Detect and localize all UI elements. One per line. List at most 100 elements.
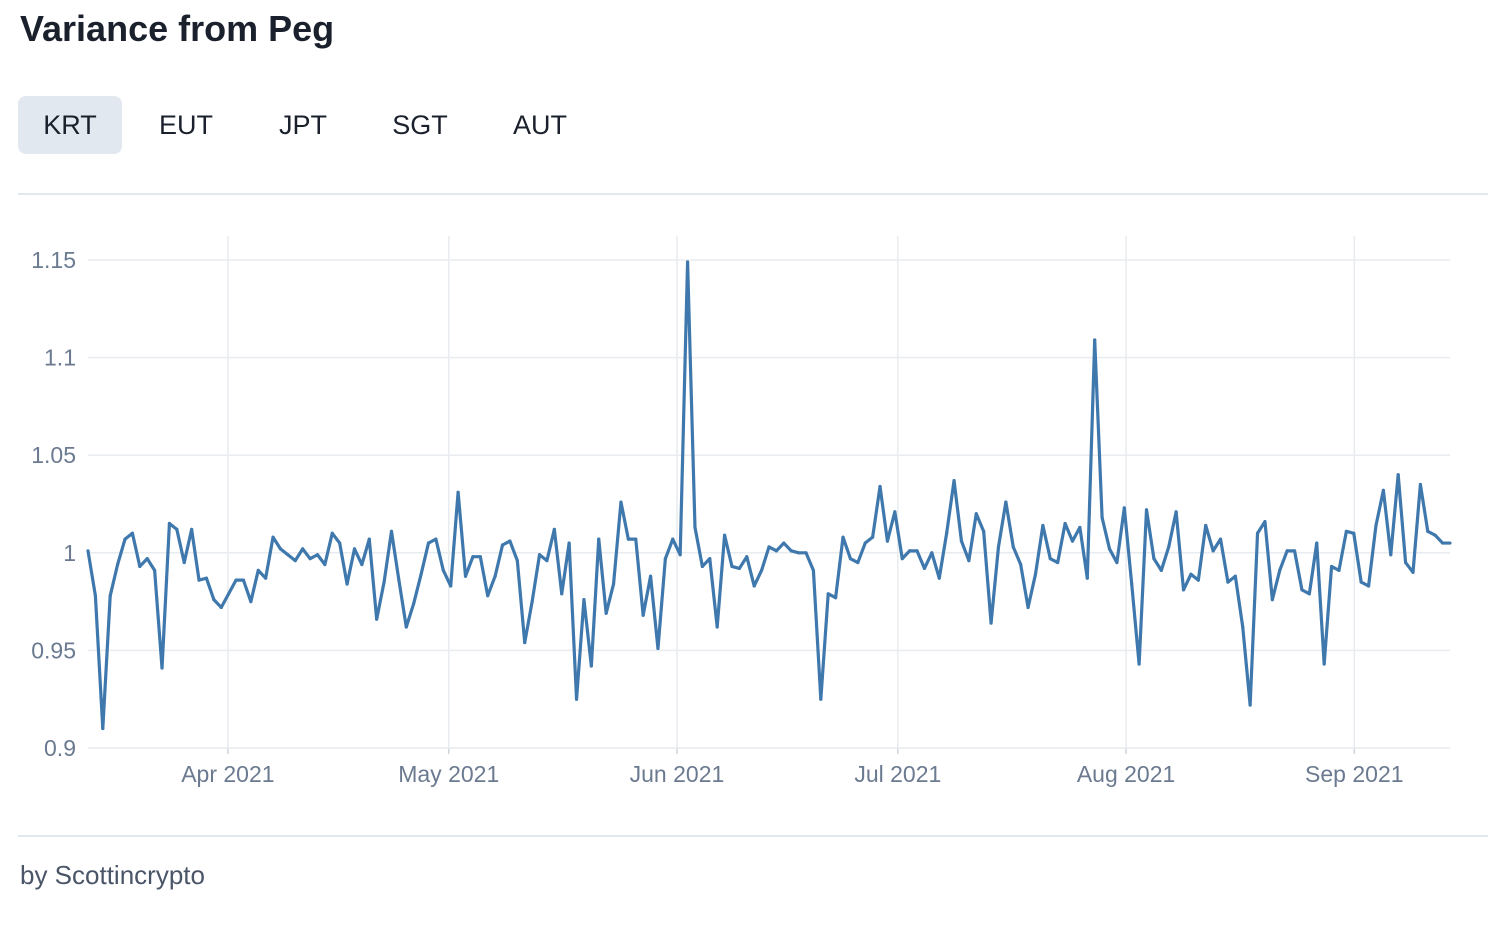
data-point bbox=[1056, 560, 1060, 565]
data-point bbox=[1374, 523, 1378, 528]
token-tabs: KRT EUT JPT SGT AUT bbox=[18, 96, 596, 154]
x-tick-label: Apr 2021 bbox=[181, 761, 274, 787]
data-point bbox=[449, 584, 453, 588]
data-point bbox=[434, 537, 438, 541]
data-point bbox=[1004, 500, 1008, 504]
data-point bbox=[1381, 488, 1385, 492]
data-point bbox=[597, 537, 601, 541]
data-point bbox=[693, 525, 697, 530]
data-point bbox=[1226, 580, 1230, 584]
data-point bbox=[256, 568, 260, 572]
data-point bbox=[797, 551, 801, 555]
data-point bbox=[227, 592, 231, 596]
data-point bbox=[293, 559, 297, 563]
data-point bbox=[1026, 605, 1030, 610]
data-point bbox=[1278, 568, 1282, 572]
data-point bbox=[419, 572, 423, 576]
data-point bbox=[175, 527, 179, 531]
y-tick-label: 0.95 bbox=[31, 637, 76, 663]
data-point bbox=[271, 535, 275, 539]
data-point bbox=[819, 697, 823, 701]
data-point bbox=[1366, 584, 1371, 588]
data-point bbox=[508, 539, 512, 543]
data-point bbox=[604, 611, 608, 615]
data-point bbox=[804, 551, 808, 555]
tab-jpt[interactable]: JPT bbox=[278, 109, 327, 140]
data-point bbox=[871, 535, 875, 539]
data-point bbox=[834, 596, 838, 600]
data-point bbox=[641, 613, 645, 617]
data-point bbox=[352, 547, 357, 551]
footer-credit: by Scottincrypto bbox=[20, 860, 205, 890]
data-point bbox=[989, 621, 993, 625]
data-point bbox=[1011, 545, 1015, 549]
data-point bbox=[730, 564, 734, 569]
data-point bbox=[685, 260, 690, 264]
data-point bbox=[567, 541, 571, 545]
data-point bbox=[323, 562, 327, 567]
data-point bbox=[774, 549, 779, 553]
y-tick-label: 0.9 bbox=[44, 735, 76, 761]
y-tick-label: 1.1 bbox=[44, 345, 76, 371]
data-point bbox=[626, 537, 630, 541]
data-point bbox=[219, 605, 223, 610]
data-point bbox=[856, 560, 860, 565]
data-point bbox=[249, 600, 253, 604]
data-point bbox=[1189, 572, 1193, 576]
data-point bbox=[145, 557, 149, 561]
data-point bbox=[1063, 521, 1067, 526]
data-point bbox=[1322, 662, 1326, 666]
data-point bbox=[1033, 572, 1038, 576]
tab-krt[interactable]: KRT bbox=[18, 96, 122, 154]
data-point bbox=[848, 557, 853, 561]
data-point bbox=[1137, 662, 1141, 666]
data-point bbox=[382, 580, 386, 584]
data-point bbox=[537, 553, 542, 557]
data-point bbox=[1263, 519, 1267, 524]
data-point bbox=[974, 512, 978, 516]
data-point bbox=[574, 697, 579, 701]
data-point bbox=[138, 564, 142, 569]
data-point bbox=[471, 555, 475, 559]
y-tick-label: 1 bbox=[63, 540, 76, 566]
x-gridlines bbox=[227, 236, 1356, 754]
variance-line-chart[interactable]: 0.9 0.95 1 1.05 1.1 1.15 Apr 2021 May 2021 Jun … bbox=[0, 200, 1512, 820]
x-axis-ticks: Apr 2021 May 2021 Jun 2021 Jul 2021 Aug 2021… bbox=[181, 761, 1403, 787]
data-point bbox=[715, 625, 719, 629]
data-point bbox=[1292, 549, 1297, 553]
data-point bbox=[404, 625, 408, 629]
data-point bbox=[708, 557, 712, 561]
bottom-divider bbox=[18, 835, 1488, 837]
top-divider bbox=[18, 193, 1488, 195]
data-point bbox=[86, 549, 90, 553]
data-point bbox=[1167, 545, 1171, 549]
data-point bbox=[900, 557, 904, 561]
data-point bbox=[1093, 338, 1097, 342]
data-point bbox=[123, 537, 127, 541]
x-tick-label: Jun 2021 bbox=[630, 761, 725, 787]
data-point bbox=[301, 547, 305, 551]
data-point bbox=[1396, 473, 1400, 477]
data-point bbox=[153, 568, 157, 572]
data-point bbox=[1241, 625, 1245, 629]
data-point bbox=[197, 578, 201, 582]
data-point bbox=[878, 484, 882, 489]
tab-sgt[interactable]: SGT bbox=[392, 109, 448, 140]
data-point bbox=[116, 562, 120, 567]
x-tick-label: Aug 2021 bbox=[1077, 761, 1175, 787]
data-point bbox=[1441, 541, 1445, 545]
data-point bbox=[1152, 557, 1156, 561]
data-point bbox=[1078, 525, 1082, 530]
tab-eut[interactable]: EUT bbox=[159, 109, 213, 140]
data-point bbox=[1041, 523, 1045, 528]
data-point bbox=[397, 578, 401, 582]
data-point bbox=[286, 553, 290, 557]
data-point bbox=[1174, 510, 1178, 514]
data-point bbox=[493, 574, 497, 578]
data-point bbox=[1307, 592, 1311, 596]
data-point bbox=[1204, 523, 1208, 528]
data-point bbox=[426, 541, 431, 545]
tab-aut[interactable]: AUT bbox=[513, 109, 567, 140]
data-point bbox=[463, 574, 468, 578]
data-point bbox=[1122, 506, 1126, 510]
